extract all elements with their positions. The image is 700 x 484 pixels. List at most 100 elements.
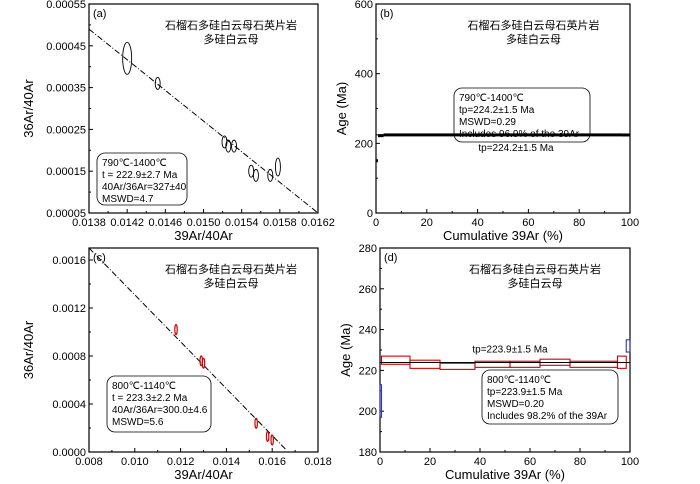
age-step xyxy=(625,339,631,353)
annotation-line: MSWD=5.6 xyxy=(112,417,164,428)
annotation-line: t = 223.3±2.2 Ma xyxy=(112,393,188,404)
plateau-age-label: tp=224.2±1.5 Ma xyxy=(478,143,554,154)
x-tick-label: 0.016 xyxy=(258,456,286,468)
chart-title-line1: 石榴石多硅白云母石英片岩 xyxy=(165,18,297,32)
x-tick-label: 100 xyxy=(621,217,639,229)
y-tick-label: 0.0016 xyxy=(52,255,86,267)
age-step xyxy=(379,384,383,418)
panel-label: (a) xyxy=(93,8,106,20)
plateau-age-label: tp=223.9±1.5 Ma xyxy=(472,344,548,355)
y-tick-label: 0.00005 xyxy=(46,208,86,220)
x-axis-label: 39Ar/40Ar xyxy=(174,228,233,243)
data-point xyxy=(221,135,228,149)
data-point xyxy=(154,76,161,90)
y-axis-label: Age (Ma) xyxy=(334,82,349,135)
isochron-line xyxy=(88,28,319,214)
x-tick-label: 0.014 xyxy=(213,456,241,468)
x-tick-label: 60 xyxy=(522,217,534,229)
x-tick-label: 40 xyxy=(471,217,483,229)
y-tick-label: 400 xyxy=(355,69,373,81)
annotation-box xyxy=(96,152,188,206)
annotation-line: 800℃-1140℃ xyxy=(487,375,551,386)
annotation-line: tp=223.9±1.5 Ma xyxy=(487,387,563,398)
data-point xyxy=(122,41,133,75)
chart-panel-b: 0 20 40 60 80 100 0 200 400 600 (b) 石榴石多硅白云母石英片岩多硅白… xyxy=(334,0,639,243)
y-tick-label: 260 xyxy=(359,284,377,296)
y-tick-label: 0.00015 xyxy=(46,166,86,178)
x-tick-label: 0.0162 xyxy=(301,217,335,229)
x-tick-label: 80 xyxy=(573,217,585,229)
age-step xyxy=(439,362,476,370)
chart-title-line2: 多硅白云母 xyxy=(203,32,258,46)
age-step xyxy=(376,159,379,163)
x-tick-label: 0.0150 xyxy=(187,217,221,229)
y-tick-label: 0.0008 xyxy=(52,351,86,363)
annotation-line: t = 222.9±2.7 Ma xyxy=(102,170,178,181)
y-tick-label: 280 xyxy=(359,243,377,255)
y-tick-label: 0.00035 xyxy=(46,83,86,95)
x-axis-label: 39Ar/40Ar xyxy=(174,467,233,482)
x-tick-label: 80 xyxy=(574,456,586,468)
y-tick-label: 0.0004 xyxy=(52,399,86,411)
x-tick-label: 0.0138 xyxy=(72,217,106,229)
x-tick-label: 0.0158 xyxy=(263,217,297,229)
annotation-box xyxy=(106,375,212,433)
annotation-line: 790℃-1400℃ xyxy=(459,93,524,104)
x-tick-label: 100 xyxy=(621,456,639,468)
x-tick-label: 0.012 xyxy=(167,456,195,468)
isochron-line xyxy=(88,247,287,450)
data-point xyxy=(225,139,232,153)
x-tick-label: 0 xyxy=(377,456,383,468)
data-point xyxy=(274,157,281,177)
data-point xyxy=(267,168,274,182)
y-tick-label: 220 xyxy=(359,365,377,377)
y-tick-label: 0.0000 xyxy=(52,447,86,459)
y-axis-label: 36Ar/40Ar xyxy=(21,79,36,138)
chart-title-line1: 石榴石多硅白云母石英片岩 xyxy=(469,262,601,276)
chart-panel-a: 0.0138 0.0142 0.0146 0.0150 0.0154 0.0158 0.01… xyxy=(21,0,335,243)
y-tick-label: 600 xyxy=(355,0,373,11)
x-tick-label: 0.0142 xyxy=(110,217,144,229)
age-step xyxy=(378,134,384,138)
age-step xyxy=(409,359,441,369)
x-axis-label: Cumulative 39Ar (%) xyxy=(443,228,563,243)
panel-label: (b) xyxy=(380,8,393,20)
chart-title-line1: 石榴石多硅白云母石英片岩 xyxy=(165,262,297,276)
annotation-box xyxy=(481,369,619,425)
annotation-line: MSWD=4.7 xyxy=(102,194,154,205)
data-point xyxy=(248,164,255,178)
annotation-line: Includes 96.9% of the 39Ar xyxy=(459,129,580,140)
x-tick-label: 0 xyxy=(373,217,379,229)
x-tick-label: 20 xyxy=(424,456,436,468)
chart-panel-c: 0.008 0.010 0.012 0.014 0.016 0.018 0.0000 0.00… xyxy=(21,247,332,482)
data-point xyxy=(254,417,258,429)
y-tick-label: 200 xyxy=(355,138,373,150)
y-tick-label: 0.00055 xyxy=(46,0,86,11)
annotation-line: Includes 98.2% of the 39Ar xyxy=(487,411,608,422)
chart-title-line2: 多硅白云母 xyxy=(203,276,258,290)
x-tick-label: 40 xyxy=(474,456,486,468)
y-tick-label: 0 xyxy=(367,208,373,220)
x-tick-label: 0.0146 xyxy=(149,217,183,229)
annotation-line: 800℃-1140℃ xyxy=(112,381,176,392)
x-tick-label: 0.018 xyxy=(304,456,332,468)
annotation-box xyxy=(453,87,591,143)
x-tick-label: 0.008 xyxy=(75,456,103,468)
data-point xyxy=(174,324,178,336)
x-tick-label: 60 xyxy=(524,456,536,468)
chart-title-line2: 多硅白云母 xyxy=(508,276,563,290)
data-point xyxy=(265,430,270,442)
y-tick-label: 240 xyxy=(359,325,377,337)
chart-title-line2: 多硅白云母 xyxy=(506,32,561,46)
y-tick-label: 0.0012 xyxy=(52,303,86,315)
annotation-line: 40Ar/36Ar=327±40 xyxy=(102,182,187,193)
x-tick-label: 0.0154 xyxy=(225,217,259,229)
annotation-line: tp=224.2±1.5 Ma xyxy=(459,105,535,116)
panel-label: (d) xyxy=(384,252,397,264)
chart-panel-d: 0 20 40 60 80 100 180 200 220 240 260 280 (d) 石榴石多硅白云… xyxy=(338,243,639,482)
age-step xyxy=(380,355,411,365)
x-axis-label: Cumulative 39Ar (%) xyxy=(445,467,565,482)
annotation-line: MSWD=0.29 xyxy=(459,117,516,128)
y-tick-label: 180 xyxy=(359,447,377,459)
